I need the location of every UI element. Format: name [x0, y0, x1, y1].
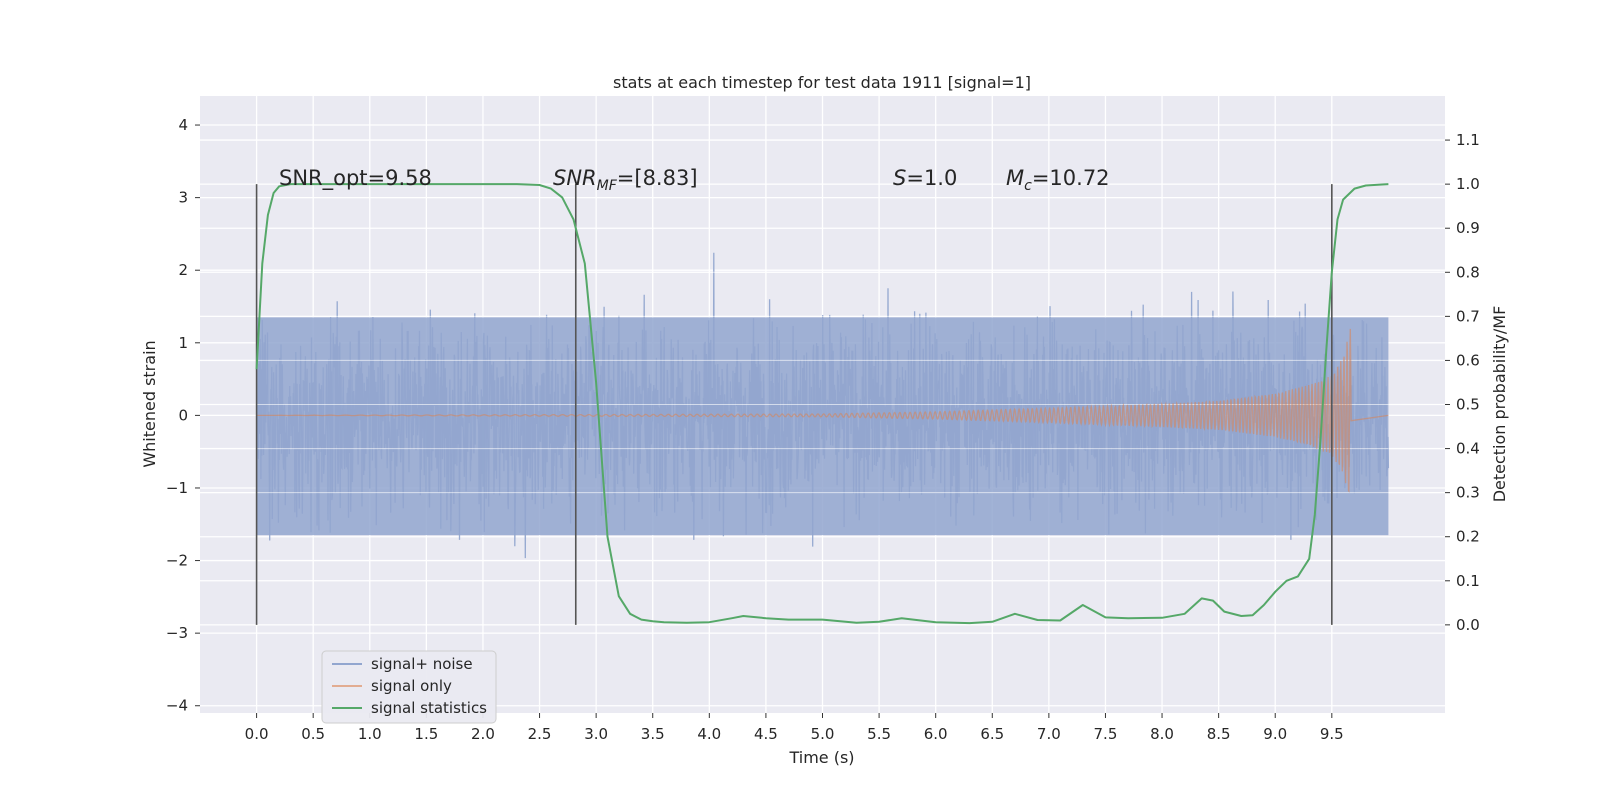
x-tick-label: 6.5: [980, 725, 1004, 743]
mc-sub: c: [1024, 178, 1032, 194]
y-right-tick-label: 0.3: [1456, 484, 1480, 502]
x-tick-label: 7.5: [1094, 725, 1118, 743]
y-right-tick-label: 0.1: [1456, 572, 1480, 590]
legend-label-noise: signal+ noise: [371, 655, 473, 673]
y-left-tick-label: −1: [166, 479, 188, 497]
chart-title: stats at each timestep for test data 191…: [613, 73, 1031, 92]
mc-main: M: [1006, 166, 1024, 190]
x-tick-label: 0.5: [301, 725, 325, 743]
x-tick-label: 8.0: [1150, 725, 1174, 743]
x-axis-label: Time (s): [788, 748, 854, 767]
legend-label-signal: signal only: [371, 677, 452, 695]
annotation-mc: Mc=10.72: [1006, 166, 1110, 194]
series-signal-only: [256, 328, 1389, 493]
y-right-tick-label: 0.2: [1456, 528, 1480, 546]
legend-label-statistics: signal statistics: [371, 699, 487, 717]
x-tick-label: 2.0: [471, 725, 495, 743]
x-tick-label: 4.0: [697, 725, 721, 743]
legend-box: [321, 650, 497, 724]
y-left-tick-label: 3: [178, 189, 188, 207]
y-right-tick-label: 0.0: [1456, 616, 1480, 634]
y-left-tick-label: 1: [178, 334, 188, 352]
snr-mf-value: =[8.83]: [617, 166, 698, 190]
snr-mf-main: SNR: [553, 166, 597, 190]
y-left-tick-label: 2: [178, 261, 188, 279]
s-main: S: [893, 166, 906, 190]
tick-labels: 0.0 0.5 1.0 1.5 2.0 2.5 3.0 3.5 4.0 4.5 5.0 5.5 6.0 6…: [166, 116, 1480, 743]
y-right-tick-label: 1.0: [1456, 175, 1480, 193]
legend: signal+ noise signal only signal statist…: [321, 650, 497, 724]
x-tick-label: 3.0: [584, 725, 608, 743]
series-signal-statistics: [255, 183, 1389, 625]
y-right-tick-label: 1.1: [1456, 131, 1480, 149]
y-left-tick-label: 4: [178, 116, 188, 134]
x-tick-label: 6.0: [924, 725, 948, 743]
annotation-s: S=1.0: [893, 166, 957, 190]
x-tick-label: 2.5: [528, 725, 552, 743]
y-right-tick-label: 0.7: [1456, 307, 1480, 325]
y-left-tick-label: −4: [166, 697, 188, 715]
y-left-tick-label: 0: [178, 406, 188, 424]
snr-mf-sub: MF: [597, 178, 618, 194]
x-tick-label: 1.5: [414, 725, 438, 743]
y-axis-left-label: Whitened strain: [140, 340, 159, 467]
y-axis-right-label: Detection probability/MF: [1490, 306, 1509, 503]
annotation-snr-opt: SNR_opt=9.58: [279, 166, 432, 191]
x-tick-label: 9.0: [1263, 725, 1287, 743]
y-left-tick-label: −3: [166, 624, 188, 642]
x-tick-label: 9.5: [1320, 725, 1344, 743]
y-right-tick-label: 0.4: [1456, 440, 1480, 458]
x-tick-label: 5.5: [867, 725, 891, 743]
y-right-tick-label: 0.9: [1456, 219, 1480, 237]
x-tick-label: 3.5: [641, 725, 665, 743]
vertical-markers: [255, 184, 1333, 625]
x-tick-label: 5.0: [811, 725, 835, 743]
annotation-snr-mf: SNRMF=[8.83]: [553, 166, 698, 194]
x-tick-label: 8.5: [1207, 725, 1231, 743]
y-left-tick-label: −2: [166, 552, 188, 570]
y-right-tick-label: 0.8: [1456, 263, 1480, 281]
s-value: =1.0: [906, 166, 957, 190]
x-tick-label: 4.5: [754, 725, 778, 743]
x-tick-label: 0.0: [245, 725, 269, 743]
statistics-series: [255, 183, 1389, 625]
mc-value: =10.72: [1032, 166, 1110, 190]
x-tick-label: 7.0: [1037, 725, 1061, 743]
x-tick-label: 1.0: [358, 725, 382, 743]
y-right-tick-label: 0.6: [1456, 351, 1480, 369]
signal-only-series: [256, 328, 1389, 493]
y-right-tick-label: 0.5: [1456, 396, 1480, 414]
